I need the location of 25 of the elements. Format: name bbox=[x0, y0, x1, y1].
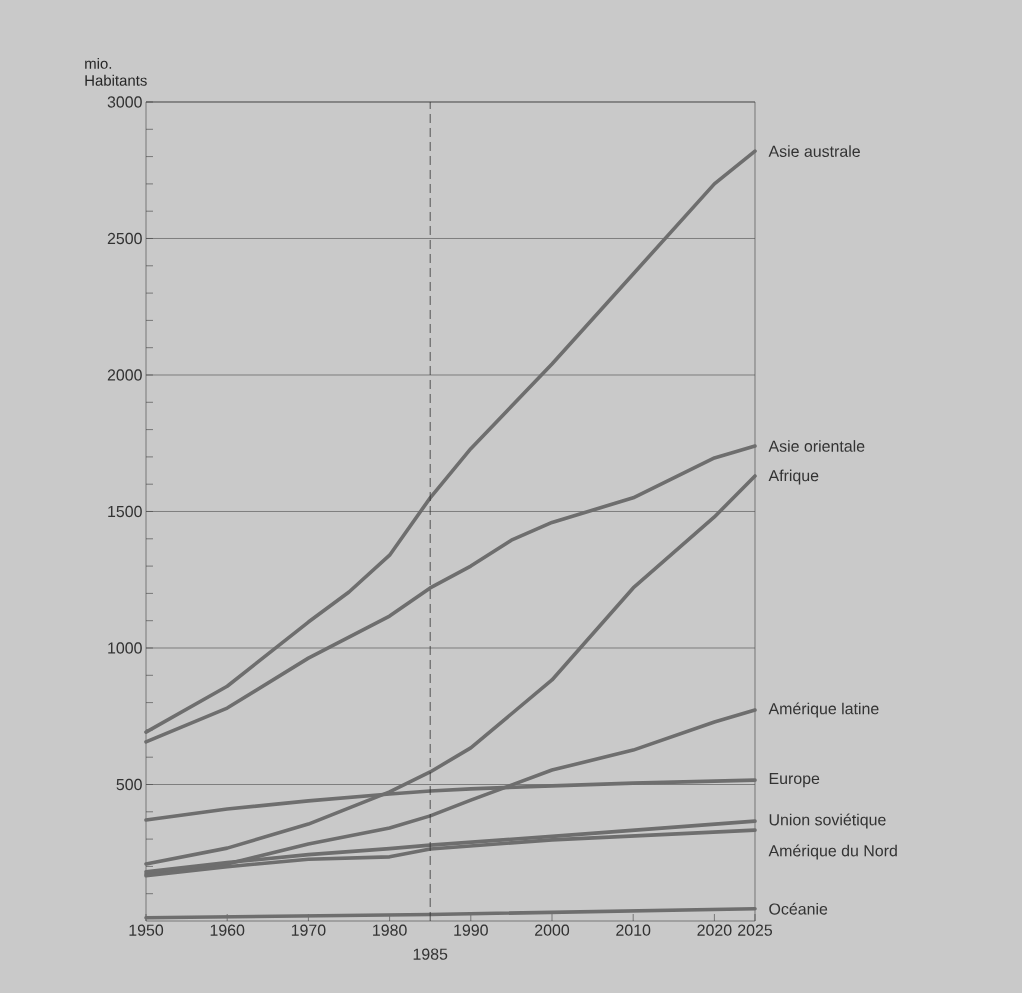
y-tick-label: 3000 bbox=[107, 96, 142, 108]
x-tick-label: 2010 bbox=[616, 924, 651, 936]
series-label: Afrique bbox=[768, 469, 819, 485]
y-tick-label: 500 bbox=[116, 778, 142, 791]
series-label: Asie orientale bbox=[768, 440, 865, 452]
x-tick-label: 1980 bbox=[373, 924, 407, 936]
x-tick-label: 2000 bbox=[535, 924, 570, 936]
series-label: Océanie bbox=[769, 902, 828, 915]
x-tick-label: 2025 bbox=[738, 924, 773, 936]
series-label: Amérique du Nord bbox=[768, 844, 897, 860]
y-axis-title: mio. Habitants bbox=[85, 57, 147, 86]
x-tick-label: 2020 bbox=[697, 924, 732, 936]
x-tick-label: 1970 bbox=[291, 924, 326, 936]
series-label: Union soviétique bbox=[769, 813, 886, 829]
y-tick-label: 2500 bbox=[107, 232, 142, 245]
ref-line-label: 1985 bbox=[413, 948, 448, 960]
series-label: Europe bbox=[769, 772, 820, 788]
x-tick-label: 1960 bbox=[210, 924, 245, 936]
x-tick-label: 1950 bbox=[129, 924, 164, 936]
y-tick-label: 1500 bbox=[108, 505, 142, 518]
y-tick-label: 2000 bbox=[107, 369, 142, 381]
x-tick-label: 1990 bbox=[454, 924, 488, 936]
series-label: Amérique latine bbox=[768, 702, 879, 718]
series-label: Asie australe bbox=[768, 145, 860, 157]
y-tick-label: 1000 bbox=[108, 642, 142, 654]
